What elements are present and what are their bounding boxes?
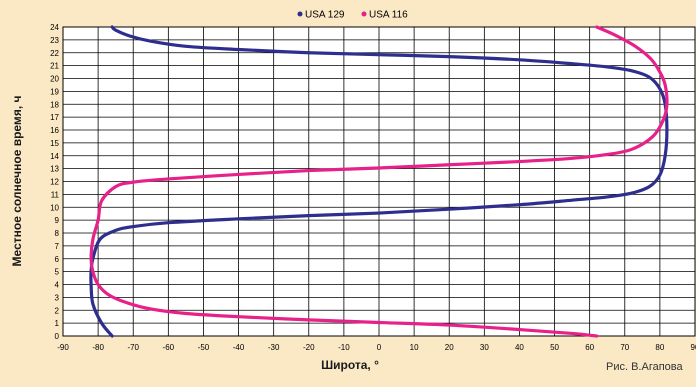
y-tick-label: 2 <box>55 306 60 315</box>
y-tick-label: 14 <box>50 152 59 161</box>
x-tick-label: 0 <box>377 343 382 352</box>
legend-marker-usa-129 <box>297 11 303 17</box>
y-tick-label: 17 <box>50 113 59 122</box>
x-tick-label: 50 <box>550 343 559 352</box>
legend-label-usa-129: USA 129 <box>305 10 345 21</box>
y-tick-label: 15 <box>50 139 59 148</box>
x-tick-label: -80 <box>92 343 104 352</box>
legend: USA 129 USA 116 <box>297 10 408 21</box>
x-tick-label: -10 <box>338 343 350 352</box>
x-tick-label: 20 <box>445 343 454 352</box>
series-line-usa-129 <box>89 25 669 338</box>
y-tick-label: 18 <box>50 100 59 109</box>
y-tick-label: 11 <box>51 190 60 199</box>
y-tick-label: 13 <box>50 165 59 174</box>
y-axis-label: Местное солнечное время, ч <box>10 96 24 267</box>
x-tick-label: 30 <box>480 343 489 352</box>
series-line-usa-116 <box>89 25 669 338</box>
x-tick-label: 80 <box>655 343 664 352</box>
x-tick-label: -40 <box>233 343 245 352</box>
x-tick-label: 90 <box>691 343 696 352</box>
legend-label-usa-116: USA 116 <box>369 10 408 21</box>
figure-credit: Рис. В.Агапова <box>606 361 684 373</box>
y-tick-label: 1 <box>55 319 60 328</box>
x-tick-label: 10 <box>410 343 419 352</box>
series-lines <box>89 25 669 338</box>
y-tick-label: 20 <box>50 75 59 84</box>
y-tick-label: 3 <box>55 293 60 302</box>
y-tick-label: 12 <box>50 178 59 187</box>
x-tick-label: -20 <box>303 343 315 352</box>
y-tick-label: 16 <box>50 126 59 135</box>
y-tick-label: 0 <box>55 332 60 341</box>
y-tick-label: 22 <box>50 49 59 58</box>
y-tick-label: 9 <box>55 216 60 225</box>
y-tick-label: 23 <box>50 36 59 45</box>
x-tick-label: -30 <box>268 343 280 352</box>
x-tick-label: 70 <box>620 343 629 352</box>
y-tick-label: 24 <box>50 23 59 32</box>
y-tick-label: 7 <box>55 242 60 251</box>
x-tick-label: 40 <box>515 343 524 352</box>
y-tick-label: 5 <box>55 268 60 277</box>
x-tick-label: -60 <box>163 343 175 352</box>
legend-marker-usa-116 <box>361 11 367 17</box>
y-tick-label: 10 <box>50 203 59 212</box>
y-tick-label: 4 <box>55 281 60 290</box>
x-tick-label: 60 <box>585 343 594 352</box>
x-tick-labels: -90 -80 -70 -60 -50 -40 -30 -20 -10 0 10 20 30 40 50 60… <box>57 343 696 352</box>
x-axis-label: Широта, ° <box>321 358 379 372</box>
y-tick-label: 6 <box>55 255 60 264</box>
x-tick-label: -50 <box>198 343 210 352</box>
x-tick-label: -90 <box>57 343 69 352</box>
grid-lines <box>62 26 696 337</box>
y-tick-label: 21 <box>50 62 59 71</box>
x-tick-label: -70 <box>127 343 139 352</box>
y-tick-label: 8 <box>55 229 60 238</box>
y-tick-label: 19 <box>50 87 59 96</box>
